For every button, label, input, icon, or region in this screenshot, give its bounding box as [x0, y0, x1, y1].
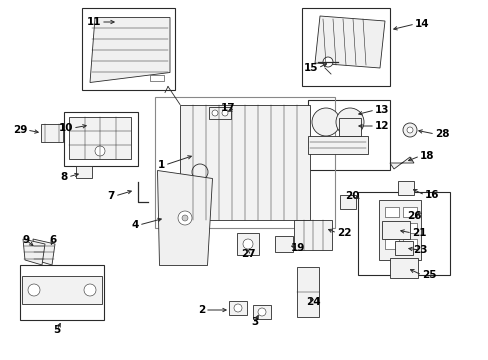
- Text: 18: 18: [419, 151, 434, 161]
- Text: 21: 21: [411, 228, 426, 238]
- Bar: [378, 200, 420, 260]
- Circle shape: [323, 57, 332, 67]
- Circle shape: [28, 284, 40, 296]
- Bar: [402, 207, 416, 217]
- Text: 1: 1: [158, 160, 164, 170]
- Bar: [22, 276, 102, 304]
- Text: 24: 24: [305, 297, 320, 307]
- Bar: [384, 223, 398, 233]
- Text: 27: 27: [240, 249, 255, 259]
- Circle shape: [243, 239, 252, 249]
- Text: 26: 26: [407, 211, 421, 221]
- Text: 5: 5: [53, 325, 61, 335]
- Bar: [339, 195, 355, 209]
- Bar: [20, 265, 104, 320]
- Text: 25: 25: [421, 270, 436, 280]
- Text: 3: 3: [251, 317, 258, 327]
- Text: 13: 13: [374, 105, 389, 115]
- Bar: [402, 223, 416, 233]
- Circle shape: [335, 108, 363, 136]
- Text: 9: 9: [22, 235, 29, 245]
- Bar: [338, 118, 360, 136]
- Polygon shape: [314, 16, 384, 68]
- Circle shape: [311, 108, 339, 136]
- Text: 12: 12: [374, 121, 389, 131]
- Bar: [252, 305, 270, 319]
- Polygon shape: [157, 171, 212, 266]
- Text: 20: 20: [345, 191, 359, 201]
- Text: 6: 6: [49, 235, 57, 245]
- Circle shape: [258, 308, 265, 316]
- Bar: [274, 236, 292, 252]
- Text: 14: 14: [414, 19, 429, 29]
- Text: 7: 7: [107, 191, 115, 201]
- Circle shape: [212, 110, 218, 116]
- Circle shape: [234, 304, 242, 312]
- Bar: [82, 8, 175, 90]
- Bar: [307, 100, 389, 170]
- Bar: [384, 239, 398, 249]
- Bar: [64, 112, 138, 166]
- Text: 16: 16: [424, 190, 439, 200]
- Bar: [208, 107, 230, 119]
- Bar: [389, 258, 417, 278]
- Text: 19: 19: [290, 243, 305, 253]
- Polygon shape: [90, 18, 170, 82]
- Text: 11: 11: [86, 17, 101, 27]
- Circle shape: [222, 110, 227, 116]
- Text: 23: 23: [412, 245, 427, 255]
- Circle shape: [402, 123, 416, 137]
- Bar: [296, 267, 318, 317]
- Bar: [76, 166, 92, 178]
- Bar: [150, 75, 163, 81]
- Text: 22: 22: [336, 228, 351, 238]
- Bar: [394, 241, 412, 255]
- Text: 4: 4: [131, 220, 139, 230]
- Bar: [397, 181, 413, 195]
- Circle shape: [95, 146, 105, 156]
- Bar: [228, 301, 246, 315]
- Circle shape: [182, 215, 187, 221]
- Text: 15: 15: [303, 63, 317, 73]
- Text: 17: 17: [220, 103, 235, 113]
- Bar: [237, 233, 259, 255]
- Bar: [384, 207, 398, 217]
- Bar: [381, 221, 409, 239]
- Polygon shape: [33, 239, 55, 265]
- Circle shape: [178, 211, 192, 225]
- Polygon shape: [389, 157, 413, 169]
- Text: 28: 28: [434, 129, 448, 139]
- Bar: [307, 136, 367, 154]
- Text: 29: 29: [13, 125, 27, 135]
- Bar: [357, 192, 449, 275]
- Bar: [402, 239, 416, 249]
- Circle shape: [84, 284, 96, 296]
- Bar: [302, 8, 389, 86]
- Bar: [41, 124, 63, 142]
- Text: 2: 2: [197, 305, 204, 315]
- Circle shape: [406, 127, 412, 133]
- Text: 8: 8: [61, 172, 68, 182]
- Bar: [180, 104, 309, 220]
- Bar: [155, 97, 334, 228]
- Bar: [69, 117, 131, 159]
- Polygon shape: [23, 239, 45, 265]
- Bar: [293, 220, 331, 250]
- Text: 10: 10: [59, 123, 73, 133]
